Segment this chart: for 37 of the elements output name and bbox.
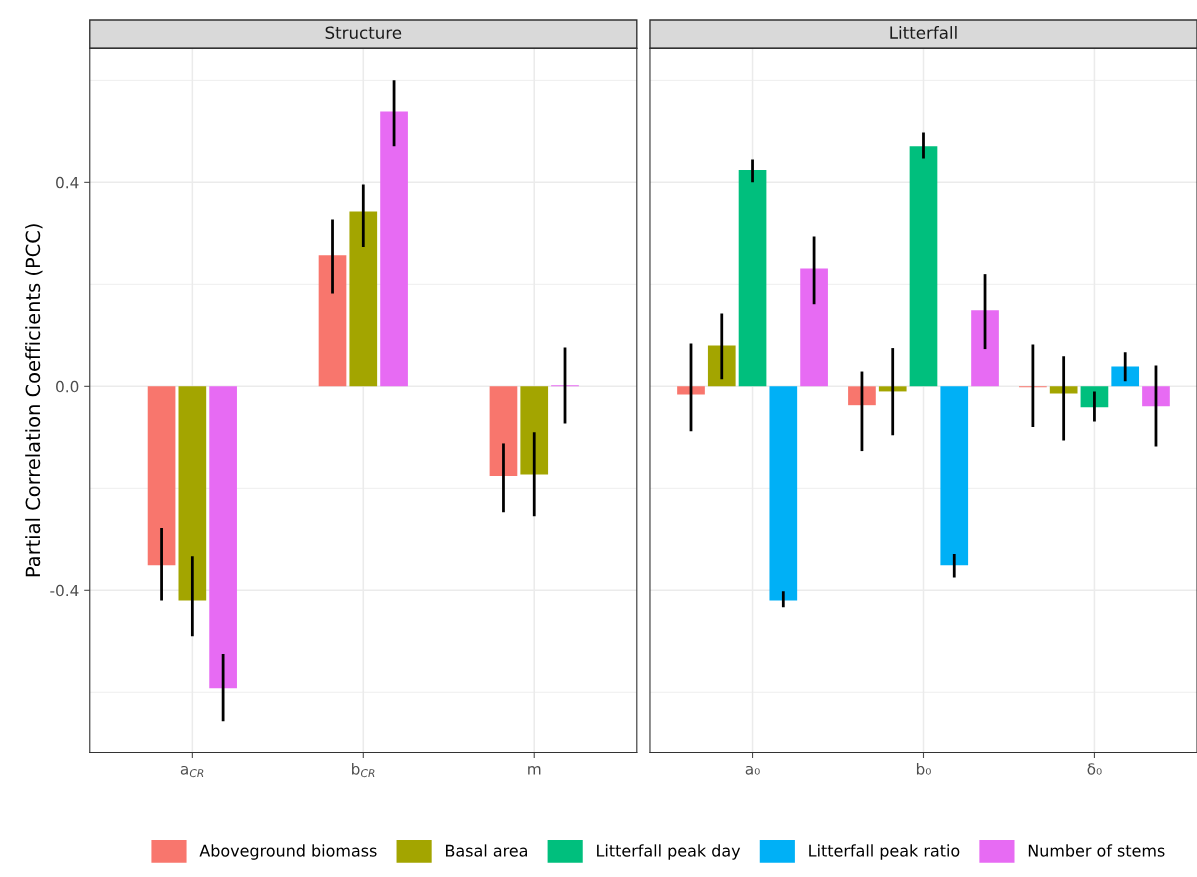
bar: [848, 386, 876, 406]
bar: [940, 386, 969, 566]
y-axis-title: Partial Correlation Coefficients (PCC): [25, 224, 43, 577]
legend-label: Number of stems: [1028, 844, 1165, 857]
bar: [909, 146, 938, 387]
x-tick-label: b₀: [916, 762, 931, 775]
bar: [800, 268, 828, 387]
bar: [971, 310, 999, 387]
bar: [1080, 386, 1109, 408]
bar: [318, 255, 347, 387]
legend-label: Litterfall peak ratio: [809, 844, 960, 860]
x-tick-label: a₀: [745, 765, 760, 775]
y-tick-label: 0.4: [56, 176, 79, 189]
bar: [707, 345, 736, 387]
bar: [1142, 386, 1170, 407]
bar: [349, 211, 378, 387]
x-tick-label: m: [528, 765, 541, 775]
bar: [1111, 366, 1140, 387]
chart-title: Litterfall: [890, 26, 957, 39]
bar: [769, 386, 798, 601]
x-tick-label: b$_{CR}$: [352, 762, 375, 778]
x-tick-label: δ₀: [1087, 763, 1102, 775]
bar: [677, 386, 705, 395]
bar: [209, 386, 237, 689]
bar: [147, 386, 176, 566]
bar: [738, 170, 767, 387]
y-tick-label: 0.0: [56, 380, 79, 393]
bar: [520, 386, 549, 475]
x-tick-label: a$_{CR}$: [180, 765, 204, 778]
legend-label: Litterfall peak day: [597, 844, 741, 860]
y-tick-label: -0.4: [50, 584, 79, 597]
bar: [489, 386, 518, 477]
legend-label: Aboveground biomass: [199, 844, 377, 860]
bar: [178, 386, 207, 601]
legend-label: Basal area: [446, 844, 527, 857]
chart-title: Structure: [325, 26, 402, 39]
bar: [380, 111, 408, 387]
